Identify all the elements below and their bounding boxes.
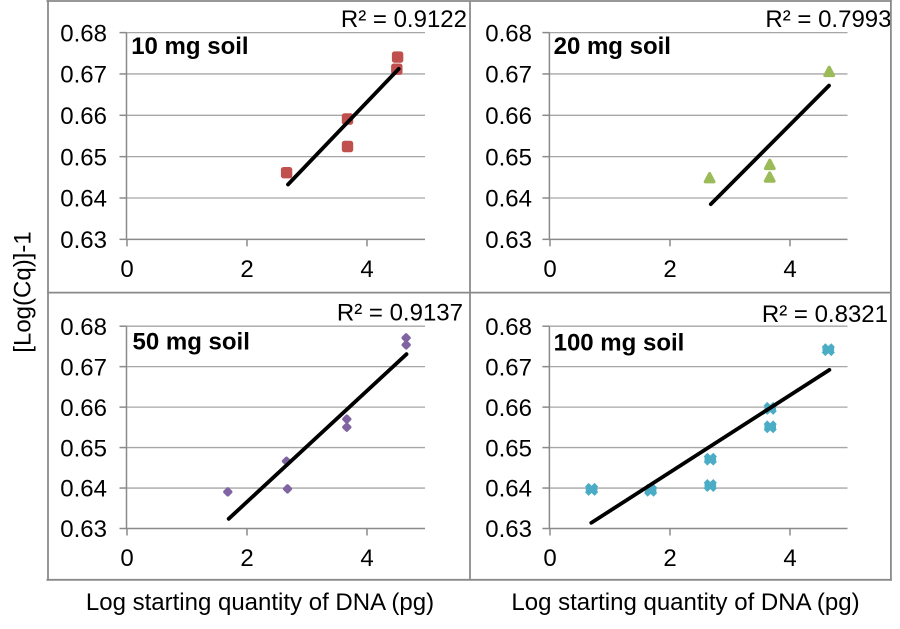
svg-text:20 mg soil: 20 mg soil [554, 33, 671, 60]
svg-text:2: 2 [240, 545, 253, 572]
svg-text:0.65: 0.65 [60, 435, 107, 462]
svg-text:0.68: 0.68 [485, 20, 532, 47]
svg-text:Log starting quantity of DNA (: Log starting quantity of DNA (pg) [511, 589, 859, 616]
svg-text:0.64: 0.64 [60, 476, 107, 503]
svg-text:R² = 0.8321: R² = 0.8321 [762, 301, 888, 328]
svg-text:[Log(Cq)]-1: [Log(Cq)]-1 [10, 231, 37, 352]
svg-text:0.64: 0.64 [485, 476, 532, 503]
svg-text:0.64: 0.64 [485, 186, 532, 213]
svg-text:2: 2 [240, 256, 253, 283]
svg-text:4: 4 [360, 256, 373, 283]
svg-text:0.65: 0.65 [60, 144, 107, 171]
svg-text:4: 4 [360, 545, 373, 572]
svg-text:0: 0 [543, 256, 556, 283]
svg-text:R² = 0.7993: R² = 0.7993 [765, 6, 891, 33]
svg-text:0.68: 0.68 [60, 314, 107, 341]
svg-text:0.67: 0.67 [485, 354, 532, 381]
svg-text:0.63: 0.63 [485, 227, 532, 254]
svg-text:Log starting quantity of DNA (: Log starting quantity of DNA (pg) [86, 589, 434, 616]
svg-text:0: 0 [543, 545, 556, 572]
svg-text:0.66: 0.66 [485, 103, 532, 130]
svg-text:0.65: 0.65 [485, 144, 532, 171]
svg-text:R² = 0.9122: R² = 0.9122 [341, 6, 467, 33]
svg-text:R² = 0.9137: R² = 0.9137 [337, 299, 463, 326]
svg-text:0.67: 0.67 [485, 62, 532, 89]
svg-text:0: 0 [120, 545, 133, 572]
svg-text:0.63: 0.63 [60, 516, 107, 543]
svg-text:2: 2 [663, 545, 676, 572]
svg-text:0.63: 0.63 [60, 227, 107, 254]
svg-text:2: 2 [663, 256, 676, 283]
svg-text:0.68: 0.68 [60, 20, 107, 47]
svg-text:10 mg soil: 10 mg soil [131, 33, 248, 60]
svg-text:0.68: 0.68 [485, 314, 532, 341]
svg-text:0.64: 0.64 [60, 186, 107, 213]
svg-text:100 mg soil: 100 mg soil [554, 329, 685, 356]
svg-text:0.66: 0.66 [485, 395, 532, 422]
svg-text:50 mg soil: 50 mg soil [133, 329, 250, 356]
svg-text:0.67: 0.67 [60, 354, 107, 381]
svg-text:0.63: 0.63 [485, 516, 532, 543]
svg-text:0.65: 0.65 [485, 435, 532, 462]
svg-text:0.67: 0.67 [60, 62, 107, 89]
svg-text:4: 4 [783, 256, 796, 283]
svg-text:0.66: 0.66 [60, 103, 107, 130]
svg-text:0.66: 0.66 [60, 395, 107, 422]
svg-text:4: 4 [783, 545, 796, 572]
svg-text:0: 0 [120, 256, 133, 283]
